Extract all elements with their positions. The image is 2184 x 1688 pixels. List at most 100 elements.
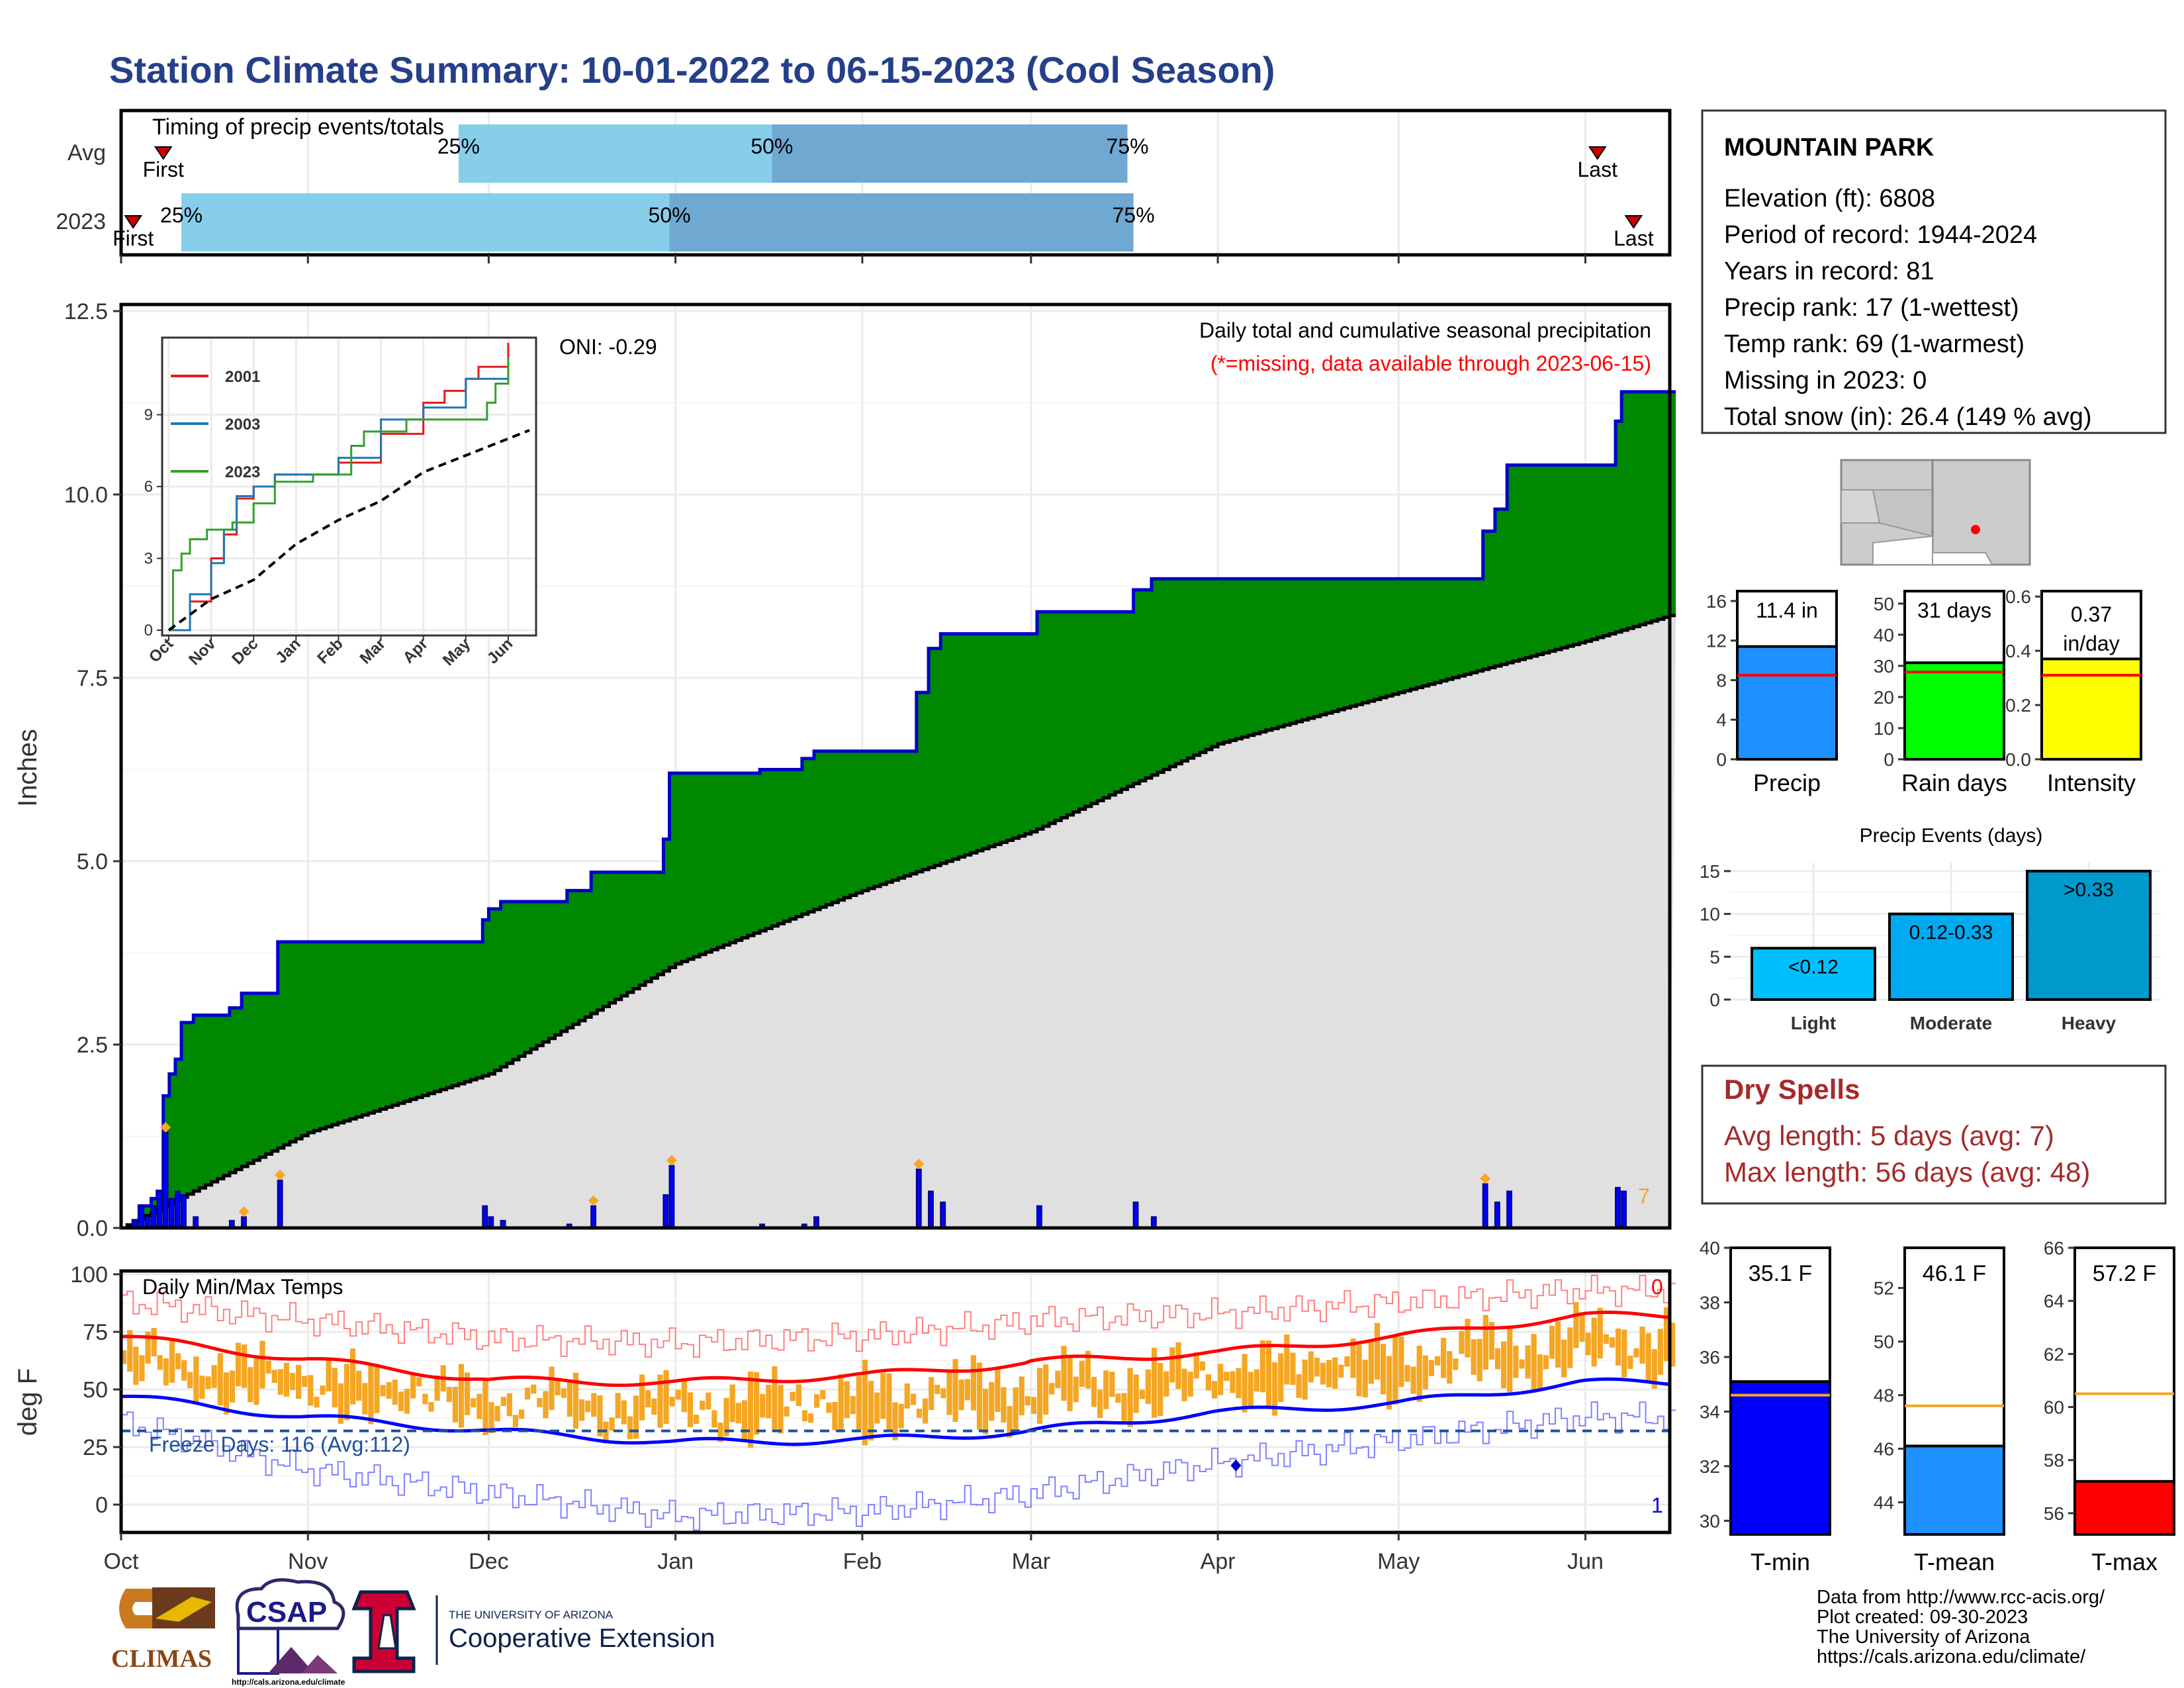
timing-row-avg-label: Avg xyxy=(68,140,106,165)
daily-temp-bar xyxy=(856,1376,862,1430)
daily-temp-bar xyxy=(506,1393,512,1417)
daily-temp-bar xyxy=(1332,1357,1338,1389)
daily-temp-bar xyxy=(163,1358,169,1385)
daily-temp-bar xyxy=(1067,1358,1073,1411)
timing-bar-25-50 xyxy=(181,193,670,252)
timing-pct-label: 75% xyxy=(1113,203,1155,227)
timing-bar-50-75 xyxy=(772,124,1128,183)
footer: CLIMAS CSAP http://cals.arizona.edu/clim… xyxy=(111,1578,2105,1687)
daily-temp-bar xyxy=(1236,1368,1242,1399)
daily-temp-bar xyxy=(723,1397,729,1436)
daily-temp-bar xyxy=(1224,1372,1230,1382)
daily-temp-bar xyxy=(729,1384,735,1423)
temp-title: Daily Min/Max Temps xyxy=(142,1275,343,1299)
daily-temp-bar xyxy=(1272,1362,1278,1416)
temp-summary-bar xyxy=(2073,1479,2175,1536)
inset-series-line xyxy=(167,429,530,632)
daily-temp-bar xyxy=(1362,1360,1368,1397)
daily-temp-bar xyxy=(555,1379,561,1395)
daily-temp-bar xyxy=(356,1370,362,1401)
temp-summary-bar xyxy=(1729,1380,1831,1536)
daily-temp-bar xyxy=(1555,1321,1561,1368)
daily-precip-bar xyxy=(1494,1201,1500,1229)
daily-temp-bar xyxy=(1507,1325,1513,1392)
timing-panel: Timing of precip events/totals Avg 2023 … xyxy=(56,109,1672,257)
daily-temp-bar xyxy=(1459,1331,1465,1354)
daily-temp-bar xyxy=(1248,1372,1253,1407)
daily-precip-bar xyxy=(1621,1190,1627,1229)
daily-temp-bar xyxy=(392,1380,398,1405)
temp-y-label: deg F xyxy=(13,1368,42,1436)
daily-temp-bar xyxy=(1477,1338,1482,1382)
daily-temp-bar xyxy=(1615,1328,1621,1366)
daily-temp-bar xyxy=(1609,1337,1615,1348)
daily-temp-bar xyxy=(1043,1364,1049,1415)
daily-temp-bar xyxy=(1175,1342,1181,1389)
daily-temp-bar xyxy=(193,1356,199,1404)
timing-marker-icon xyxy=(1624,215,1643,229)
daily-temp-bar xyxy=(494,1405,500,1422)
temp-summary-value: 35.1 F xyxy=(1749,1261,1812,1286)
temp-series-line xyxy=(120,1377,1670,1446)
page-title: Station Climate Summary: 10-01-2022 to 0… xyxy=(109,49,1275,91)
daily-temp-bar xyxy=(211,1365,217,1388)
month-tick-label: Dec xyxy=(469,1549,508,1574)
daily-temp-bar xyxy=(832,1402,838,1430)
daily-temp-bar xyxy=(332,1368,338,1408)
daily-precip-bar xyxy=(162,1131,169,1229)
daily-temp-bar xyxy=(1447,1351,1453,1384)
daily-temp-bar xyxy=(1314,1358,1320,1377)
mini-bar-tick-label: 0 xyxy=(1716,749,1727,770)
daily-precip-bar xyxy=(174,1190,181,1229)
daily-temp-bar xyxy=(187,1372,193,1389)
daily-temp-bar xyxy=(627,1416,633,1440)
daily-temp-bar xyxy=(603,1421,609,1444)
daily-temp-bar xyxy=(1205,1374,1212,1391)
daily-temp-bar xyxy=(1181,1368,1187,1401)
daily-temp-bar xyxy=(1621,1329,1627,1378)
daily-temp-bar xyxy=(801,1410,808,1422)
daily-precip-bar xyxy=(928,1190,934,1229)
events-bar-label: 0.12-0.33 xyxy=(1909,922,1993,944)
mini-bar-tick-label: 4 xyxy=(1716,710,1727,730)
daily-temp-bar xyxy=(1049,1383,1055,1395)
daily-temp-bar xyxy=(1290,1352,1296,1385)
mini-bar-tick-label: 0.2 xyxy=(2005,695,2031,716)
daily-temp-bar xyxy=(488,1402,494,1433)
timing-marker-label: First xyxy=(113,226,154,250)
events-category: Heavy xyxy=(2062,1013,2116,1033)
daily-temp-bar xyxy=(217,1353,223,1406)
timing-pct-label: 25% xyxy=(160,203,203,227)
temp-panel: 0 25 50 75 100 deg F Daily Min/Max Temps Fre… xyxy=(13,1262,1676,1534)
daily-temp-bar xyxy=(512,1415,519,1427)
daily-temp-bar xyxy=(657,1374,663,1428)
daily-temp-bar xyxy=(784,1406,790,1417)
daily-temp-bar xyxy=(205,1376,211,1389)
daily-temp-bar xyxy=(1465,1319,1471,1358)
daily-temp-bar xyxy=(1374,1323,1381,1380)
daily-temp-bar xyxy=(886,1373,892,1432)
temp-summary-bars: 30 32 34 36 38 40 35.1 F T-min 44 46 48 50 52 46.1 F T… xyxy=(1700,1238,2175,1575)
daily-precip-bar xyxy=(181,1194,187,1229)
daily-temp-bar xyxy=(428,1401,434,1412)
daily-temp-bar xyxy=(289,1373,296,1390)
daily-temp-bar xyxy=(711,1410,717,1428)
daily-temp-bar xyxy=(223,1372,229,1415)
daily-temp-bar xyxy=(422,1393,428,1405)
daily-temp-bar xyxy=(1073,1376,1079,1403)
daily-temp-bar xyxy=(1434,1356,1441,1366)
events-category: Light xyxy=(1791,1013,1836,1033)
daily-temp-bar xyxy=(434,1375,440,1401)
snow-marker-icon xyxy=(160,1121,171,1133)
daily-temp-bar xyxy=(572,1372,579,1429)
month-tick-label: Oct xyxy=(104,1549,139,1574)
mini-bar-tick-label: 0.0 xyxy=(2005,749,2031,770)
temp-summary-value: 57.2 F xyxy=(2093,1261,2156,1286)
daily-temp-bar xyxy=(1320,1362,1326,1385)
timing-row-2023-label: 2023 xyxy=(56,209,106,234)
daily-temp-bar xyxy=(1639,1327,1645,1364)
mini-bar-tick-label: 12 xyxy=(1706,631,1727,651)
daily-temp-bar xyxy=(922,1398,929,1424)
